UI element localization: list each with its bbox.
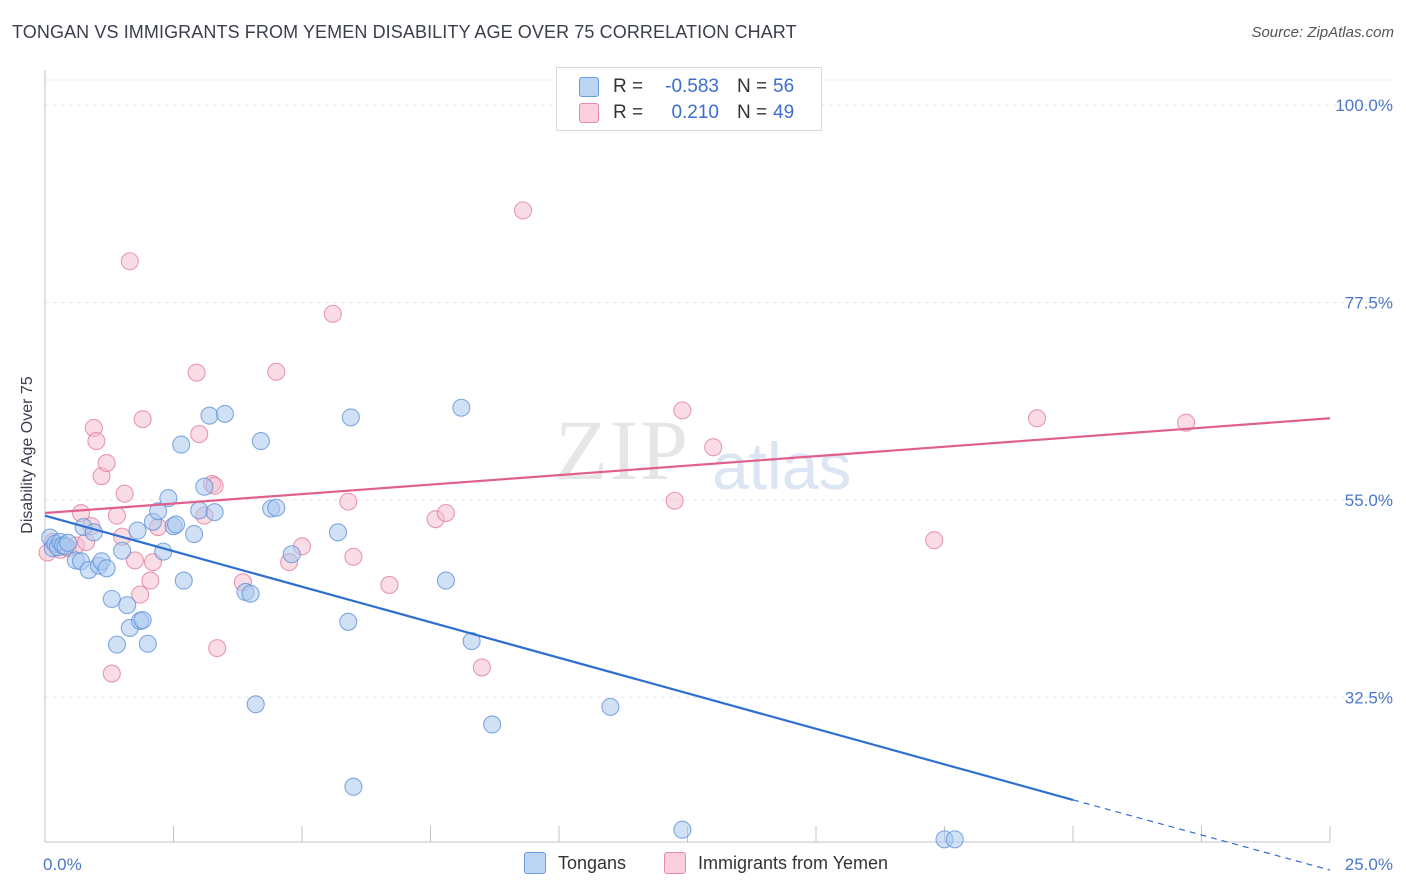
tongans-swatch	[579, 77, 599, 97]
tongans-point	[436, 571, 455, 590]
tongans-point	[267, 498, 286, 517]
tongans-legend-swatch	[524, 852, 546, 874]
tongans-point	[138, 634, 157, 653]
tongans-point	[673, 820, 692, 839]
correlation-legend: R = -0.583 N = 56 R = 0.210 N = 49	[556, 67, 822, 131]
tongans-trend-line	[44, 514, 1074, 801]
chart-source: Source: ZipAtlas.com	[1251, 24, 1394, 41]
n-value: 56	[773, 76, 795, 97]
yemen-point	[187, 363, 206, 382]
watermark-atlas: atlas	[712, 429, 852, 503]
tongans-point	[215, 404, 234, 423]
legend-item-tongans[interactable]: Tongans	[524, 852, 626, 874]
tongans-point	[341, 408, 360, 427]
tongans-point	[205, 503, 224, 522]
tongans-point	[328, 523, 348, 542]
tongans-point	[172, 435, 191, 454]
yemen-point	[125, 551, 144, 570]
tongans-point	[133, 610, 152, 630]
tongans-point	[452, 398, 471, 417]
tongans-point	[167, 515, 186, 534]
yemen-trend-line	[44, 417, 1331, 515]
tongans-point	[59, 533, 78, 552]
tongans-point	[102, 589, 121, 609]
y-tick-label: 77.5%	[1345, 293, 1393, 312]
yemen-point	[1027, 409, 1047, 428]
legend-label-tongans: Tongans	[558, 852, 627, 873]
yemen-point	[190, 425, 209, 444]
yemen-point	[673, 401, 692, 420]
tongans-trend-extension	[1072, 799, 1331, 871]
legend-item-yemen[interactable]: Immigrants from Yemen	[664, 852, 888, 874]
r-label: R =	[613, 76, 644, 97]
yemen-point	[339, 492, 358, 511]
r-label: R =	[613, 102, 644, 123]
yemen-point	[97, 453, 116, 473]
tongans-point	[149, 502, 168, 521]
yemen-legend-swatch	[664, 852, 686, 874]
tongans-point	[339, 612, 358, 631]
yemen-point	[133, 410, 152, 429]
yemen-point	[102, 664, 121, 683]
tongans-point	[483, 715, 502, 734]
tongans-point	[195, 477, 214, 496]
y-tick-label: 32.5%	[1345, 688, 1393, 707]
yemen-point	[87, 432, 106, 451]
yemen-point	[925, 531, 944, 550]
yemen-point	[344, 547, 363, 566]
x-tick-label-min: 0.0%	[43, 855, 82, 874]
tongans-point	[945, 830, 964, 849]
r-value: -0.583	[665, 76, 719, 97]
yemen-point	[472, 658, 491, 677]
tongans-point	[97, 559, 116, 578]
tongans-point	[241, 584, 260, 603]
yemen-point	[665, 491, 684, 510]
r-value: 0.210	[671, 102, 719, 123]
yemen-swatch	[579, 103, 599, 123]
x-tick-label-max: 25.0%	[1345, 855, 1393, 874]
yemen-point	[107, 506, 127, 525]
legend-row-tongans: R = -0.583 N = 56	[579, 75, 794, 99]
legend-label-yemen: Immigrants from Yemen	[698, 852, 889, 873]
tongans-point	[200, 406, 219, 425]
n-value: 49	[773, 102, 795, 123]
yemen-point	[704, 438, 723, 457]
tongans-point	[107, 635, 127, 654]
tongans-point	[159, 489, 178, 508]
yemen-point	[141, 571, 160, 590]
y-tick-label: 55.0%	[1345, 491, 1393, 510]
yemen-point	[380, 575, 399, 595]
yemen-point	[131, 585, 150, 604]
tongans-point	[185, 525, 204, 544]
yemen-point	[115, 484, 134, 503]
tongans-point	[128, 521, 147, 540]
yemen-point	[436, 503, 455, 523]
yemen-point	[120, 252, 139, 271]
tongans-point	[601, 697, 620, 716]
n-label: N =	[737, 76, 768, 97]
watermark-zip: ZIP	[555, 402, 690, 498]
tongans-point	[344, 777, 363, 796]
tongans-point	[282, 545, 301, 564]
yemen-point	[1177, 413, 1196, 432]
yemen-point	[323, 304, 342, 323]
yemen-point	[267, 362, 286, 381]
tongans-point	[118, 596, 137, 615]
y-tick-label: 100.0%	[1335, 96, 1393, 115]
tongans-point	[190, 501, 209, 520]
yemen-point	[208, 639, 227, 658]
n-label: N =	[737, 102, 768, 123]
chart-title: TONGAN VS IMMIGRANTS FROM YEMEN DISABILI…	[12, 22, 797, 42]
tongans-point	[174, 571, 193, 590]
legend-row-yemen: R = 0.210 N = 49	[579, 101, 794, 125]
tongans-point	[113, 541, 132, 560]
tongans-point	[251, 432, 270, 451]
series-legend: Tongans Immigrants from Yemen	[0, 852, 1406, 876]
tongans-point	[246, 695, 265, 714]
yemen-point	[513, 201, 533, 220]
